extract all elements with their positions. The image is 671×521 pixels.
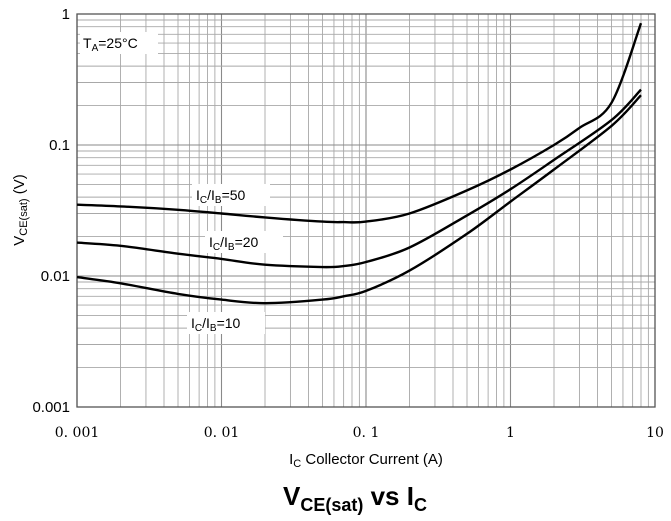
curve-label-20: IC/IB=20 (205, 231, 283, 253)
series-ic-ib-10-curve (76, 94, 642, 305)
series-ic-ib-50-curve (76, 22, 643, 224)
y-tick-label: 0.1 (49, 137, 70, 154)
plot-frame (76, 13, 656, 408)
series-ic-ib-20-curve (76, 88, 642, 269)
annotation-sub: A (92, 43, 99, 54)
y-tick-label: 1 (62, 6, 70, 23)
y-tick-label: 0.01 (41, 268, 70, 285)
y-tick-label: 0.001 (32, 399, 70, 416)
x-tick-label: 1 (506, 425, 515, 441)
annotation-rest: =25°C (98, 35, 137, 51)
svg-text:TA=25°C: TA=25°C (83, 35, 138, 54)
curve-label-10: IC/IB=10 (187, 312, 265, 334)
annotation-main: T (83, 35, 92, 51)
curve-label-50: IC/IB=50 (192, 184, 270, 206)
x-tick-label: 0. 001 (55, 425, 100, 441)
svg-text:IC/IB=50: IC/IB=50 (196, 187, 246, 206)
curves (76, 22, 643, 305)
x-axis-label: IC Collector Current (A) (289, 451, 443, 470)
grid (76, 14, 655, 408)
svg-text:IC/IB=10: IC/IB=10 (191, 315, 241, 334)
y-axis-label: VCE(sat) (V) (11, 174, 30, 245)
svg-text:IC/IB=20: IC/IB=20 (209, 234, 259, 253)
temperature-annotation: TA=25°C (80, 32, 158, 54)
tick-labels: 0. 001 0. 01 0. 1 1 10 0.001 0.01 0.1 1 (32, 6, 663, 441)
x-tick-label: 0. 1 (353, 425, 380, 441)
chart-title: VCE(sat) vs IC (283, 481, 427, 515)
x-tick-label: 10 (646, 425, 664, 441)
x-tick-label: 0. 01 (204, 425, 240, 441)
